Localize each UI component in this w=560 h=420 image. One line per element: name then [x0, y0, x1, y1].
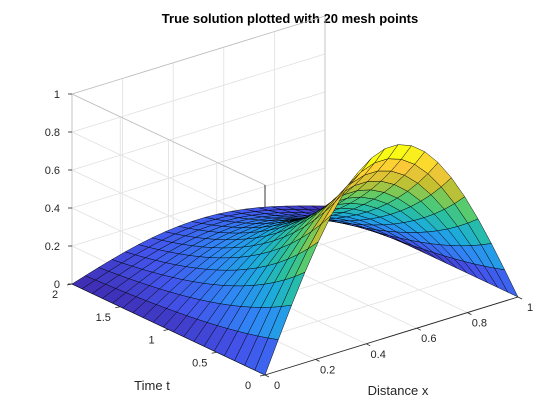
- y-axis-label: Time t: [134, 378, 170, 393]
- x-tick-label: 0.2: [320, 364, 335, 376]
- x-tick-label: 1: [527, 302, 533, 314]
- y-tick-label: 1.5: [96, 312, 111, 324]
- y-tick-mark: [115, 306, 121, 309]
- x-tick-label: 0: [274, 380, 280, 392]
- x-tick-label: 0.6: [421, 333, 436, 345]
- chart-title: True solution plotted with 20 mesh point…: [162, 11, 418, 26]
- axes-box: [71, 15, 326, 284]
- x-axis-label: Distance x: [368, 383, 429, 398]
- y-tick-mark: [163, 329, 169, 331]
- box-edge: [71, 93, 266, 186]
- x-tick-mark: [366, 343, 371, 347]
- x-tick-mark: [467, 312, 472, 315]
- x-tick-mark: [264, 374, 270, 378]
- z-tick-label: 0.4: [45, 203, 60, 215]
- y-tick-mark: [211, 351, 217, 354]
- box-edge: [71, 15, 326, 95]
- x-tick-mark: [517, 296, 523, 300]
- x-axis-line: [264, 296, 519, 376]
- surface-patches: [71, 144, 519, 376]
- x-tick-mark: [315, 359, 320, 362]
- x-tick-label: 0.8: [472, 318, 487, 330]
- z-tick-label: 1: [54, 89, 60, 101]
- y-tick-mark: [259, 374, 266, 377]
- z-tick-label: 0: [54, 279, 60, 291]
- grid-line: [71, 129, 326, 209]
- z-tick-label: 0.6: [45, 165, 60, 177]
- z-tick-label: 0.8: [45, 127, 60, 139]
- surface-patch: [494, 267, 519, 298]
- y-tick-label: 1: [148, 335, 154, 347]
- z-tick-label: 0.2: [45, 241, 60, 253]
- grid-line: [71, 53, 326, 133]
- y-tick-label: 2: [52, 289, 58, 301]
- y-tick-label: 0: [245, 380, 251, 392]
- grid-line: [71, 131, 266, 224]
- x-tick-label: 0.4: [371, 349, 386, 361]
- y-tick-label: 0.5: [192, 357, 207, 369]
- x-tick-mark: [416, 327, 421, 331]
- grid-line: [71, 91, 326, 171]
- grid-line: [71, 167, 326, 247]
